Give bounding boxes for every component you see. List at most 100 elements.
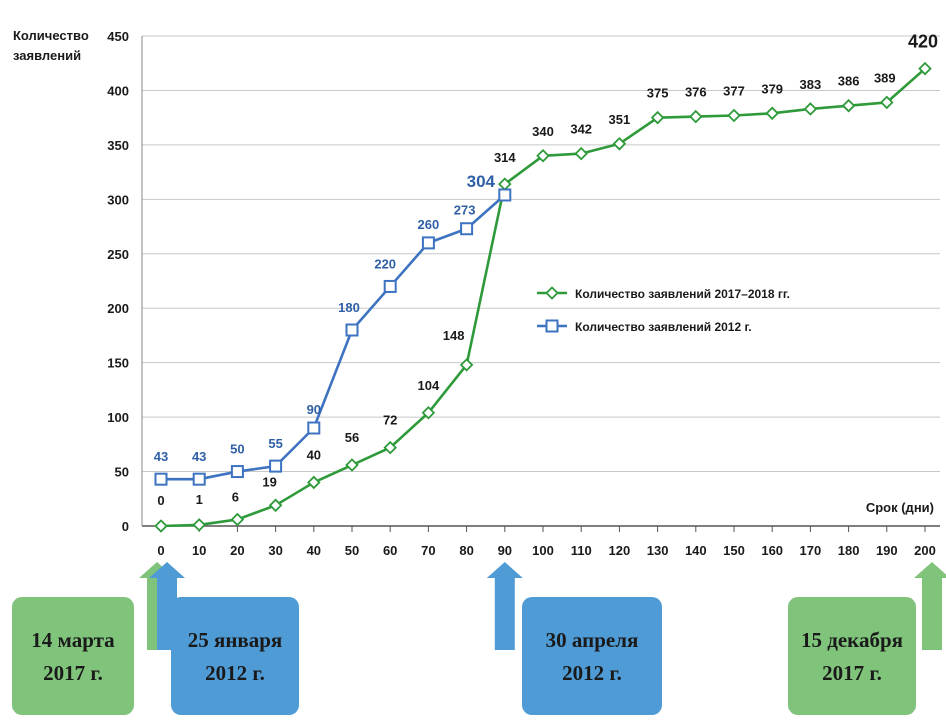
data-label-2017-2018: 56	[345, 430, 359, 445]
y-tick-label: 400	[107, 83, 129, 98]
callout-14-march-2017-box	[12, 597, 134, 715]
x-tick-label: 40	[307, 543, 321, 558]
data-label-2012: 180	[338, 300, 360, 315]
callout-25-january-2012-box	[171, 597, 299, 715]
data-label-2017-2018: 379	[761, 81, 783, 96]
data-label-2012: 273	[454, 203, 476, 218]
point-2017-2018	[880, 95, 894, 110]
point-2012	[383, 279, 397, 293]
data-label-2012: 90	[307, 402, 321, 417]
callout-15-december-2017-box	[788, 597, 916, 715]
callout-30-april-2012-line2: 2012 г.	[562, 661, 622, 685]
legend-label-2017-2018: Количество заявлений 2017–2018 гг.	[575, 287, 790, 301]
x-tick-label: 30	[268, 543, 282, 558]
y-tick-label: 50	[115, 465, 129, 480]
data-label-2017-2018: 0	[157, 493, 164, 508]
y-tick-label: 100	[107, 410, 129, 425]
x-tick-label: 90	[498, 543, 512, 558]
point-2012	[269, 459, 283, 473]
x-tick-label: 190	[876, 543, 898, 558]
x-tick-label: 110	[571, 543, 592, 558]
x-tick-label: 100	[532, 543, 554, 558]
point-2017-2018	[918, 61, 932, 76]
data-label-2017-2018: 375	[647, 86, 669, 101]
data-label-2012: 43	[192, 449, 206, 464]
point-2012	[498, 188, 512, 202]
point-2017-2018	[650, 110, 665, 125]
legend-marker-2017-2018	[545, 286, 559, 300]
point-2017-2018	[154, 519, 168, 533]
x-tick-label: 160	[761, 543, 783, 558]
point-2017-2018	[230, 512, 245, 527]
y-tick-label: 300	[107, 192, 129, 207]
callout-14-march-2017-line1: 14 марта	[31, 628, 115, 652]
data-label-2017-2018: 351	[609, 112, 631, 127]
callout-25-january-2012-line2: 2012 г.	[205, 661, 265, 685]
point-2012	[192, 472, 206, 486]
callout-15-december-2017-line2: 2017 г.	[822, 661, 882, 685]
data-label-2017-2018: 72	[383, 413, 397, 428]
point-2012	[421, 236, 435, 250]
y-axis-label-line1: Количество	[13, 28, 89, 43]
point-2017-2018	[803, 102, 818, 116]
series-line-2012	[161, 194, 506, 481]
x-tick-label: 60	[383, 543, 397, 558]
point-2017-2018	[689, 109, 703, 124]
y-tick-label: 0	[122, 519, 129, 534]
x-tick-label: 10	[192, 543, 206, 558]
x-tick-label: 50	[345, 543, 359, 558]
data-label-2017-2018: 340	[532, 124, 554, 139]
point-2017-2018	[268, 498, 283, 513]
data-label-2017-2018: 386	[838, 74, 860, 89]
x-tick-label: 150	[723, 543, 745, 558]
point-2012	[154, 472, 168, 486]
data-label-2017-2018: 19	[262, 474, 276, 489]
point-2017-2018	[574, 146, 588, 161]
y-tick-label: 250	[107, 247, 129, 262]
legend-marker-2012	[545, 319, 559, 333]
x-tick-label: 180	[838, 543, 860, 558]
callout-15-december-2017-line1: 15 декабря	[801, 628, 903, 652]
data-label-2017-2018: 377	[723, 83, 745, 98]
y-tick-label: 150	[107, 356, 129, 371]
point-2017-2018	[345, 458, 359, 472]
point-2017-2018	[727, 108, 741, 123]
callout-14-march-2017-line2: 2017 г.	[43, 661, 103, 685]
y-tick-label: 350	[107, 138, 129, 153]
data-label-2017-2018: 342	[570, 122, 592, 137]
data-label-2017-2018: 148	[443, 328, 465, 343]
point-2012	[345, 323, 359, 337]
y-axis-label-line2: заявлений	[13, 48, 81, 63]
point-2017-2018	[192, 518, 206, 532]
point-2017-2018	[459, 358, 474, 372]
point-2017-2018	[765, 106, 779, 121]
data-label-2012: 50	[230, 442, 244, 457]
point-2017-2018	[612, 137, 627, 151]
point-2017-2018	[383, 440, 397, 455]
data-label-2012: 55	[268, 436, 282, 451]
callout-15-december-2017-arrow	[914, 562, 946, 650]
x-tick-label: 130	[647, 543, 669, 558]
data-label-2017-2018: 6	[232, 489, 239, 504]
data-label-2017-2018: 420	[908, 32, 938, 52]
x-tick-label: 70	[421, 543, 435, 558]
callout-30-april-2012-box	[522, 597, 662, 715]
data-label-2017-2018: 389	[874, 70, 896, 85]
point-2017-2018	[307, 475, 321, 490]
x-tick-label: 80	[459, 543, 473, 558]
callout-30-april-2012-arrow	[486, 562, 523, 650]
x-axis-label: Срок (дни)	[866, 500, 934, 515]
point-2017-2018	[536, 149, 550, 163]
y-tick-label: 450	[107, 29, 129, 44]
callout-30-april-2012-line1: 30 апреля	[546, 628, 639, 652]
callout-25-january-2012-line1: 25 января	[188, 628, 283, 652]
data-label-2012: 304	[467, 172, 496, 191]
x-tick-label: 200	[914, 543, 936, 558]
data-label-2017-2018: 383	[800, 77, 822, 92]
point-2012	[230, 465, 244, 479]
data-label-2017-2018: 314	[494, 150, 516, 165]
x-tick-label: 0	[157, 543, 164, 558]
x-tick-label: 140	[685, 543, 707, 558]
